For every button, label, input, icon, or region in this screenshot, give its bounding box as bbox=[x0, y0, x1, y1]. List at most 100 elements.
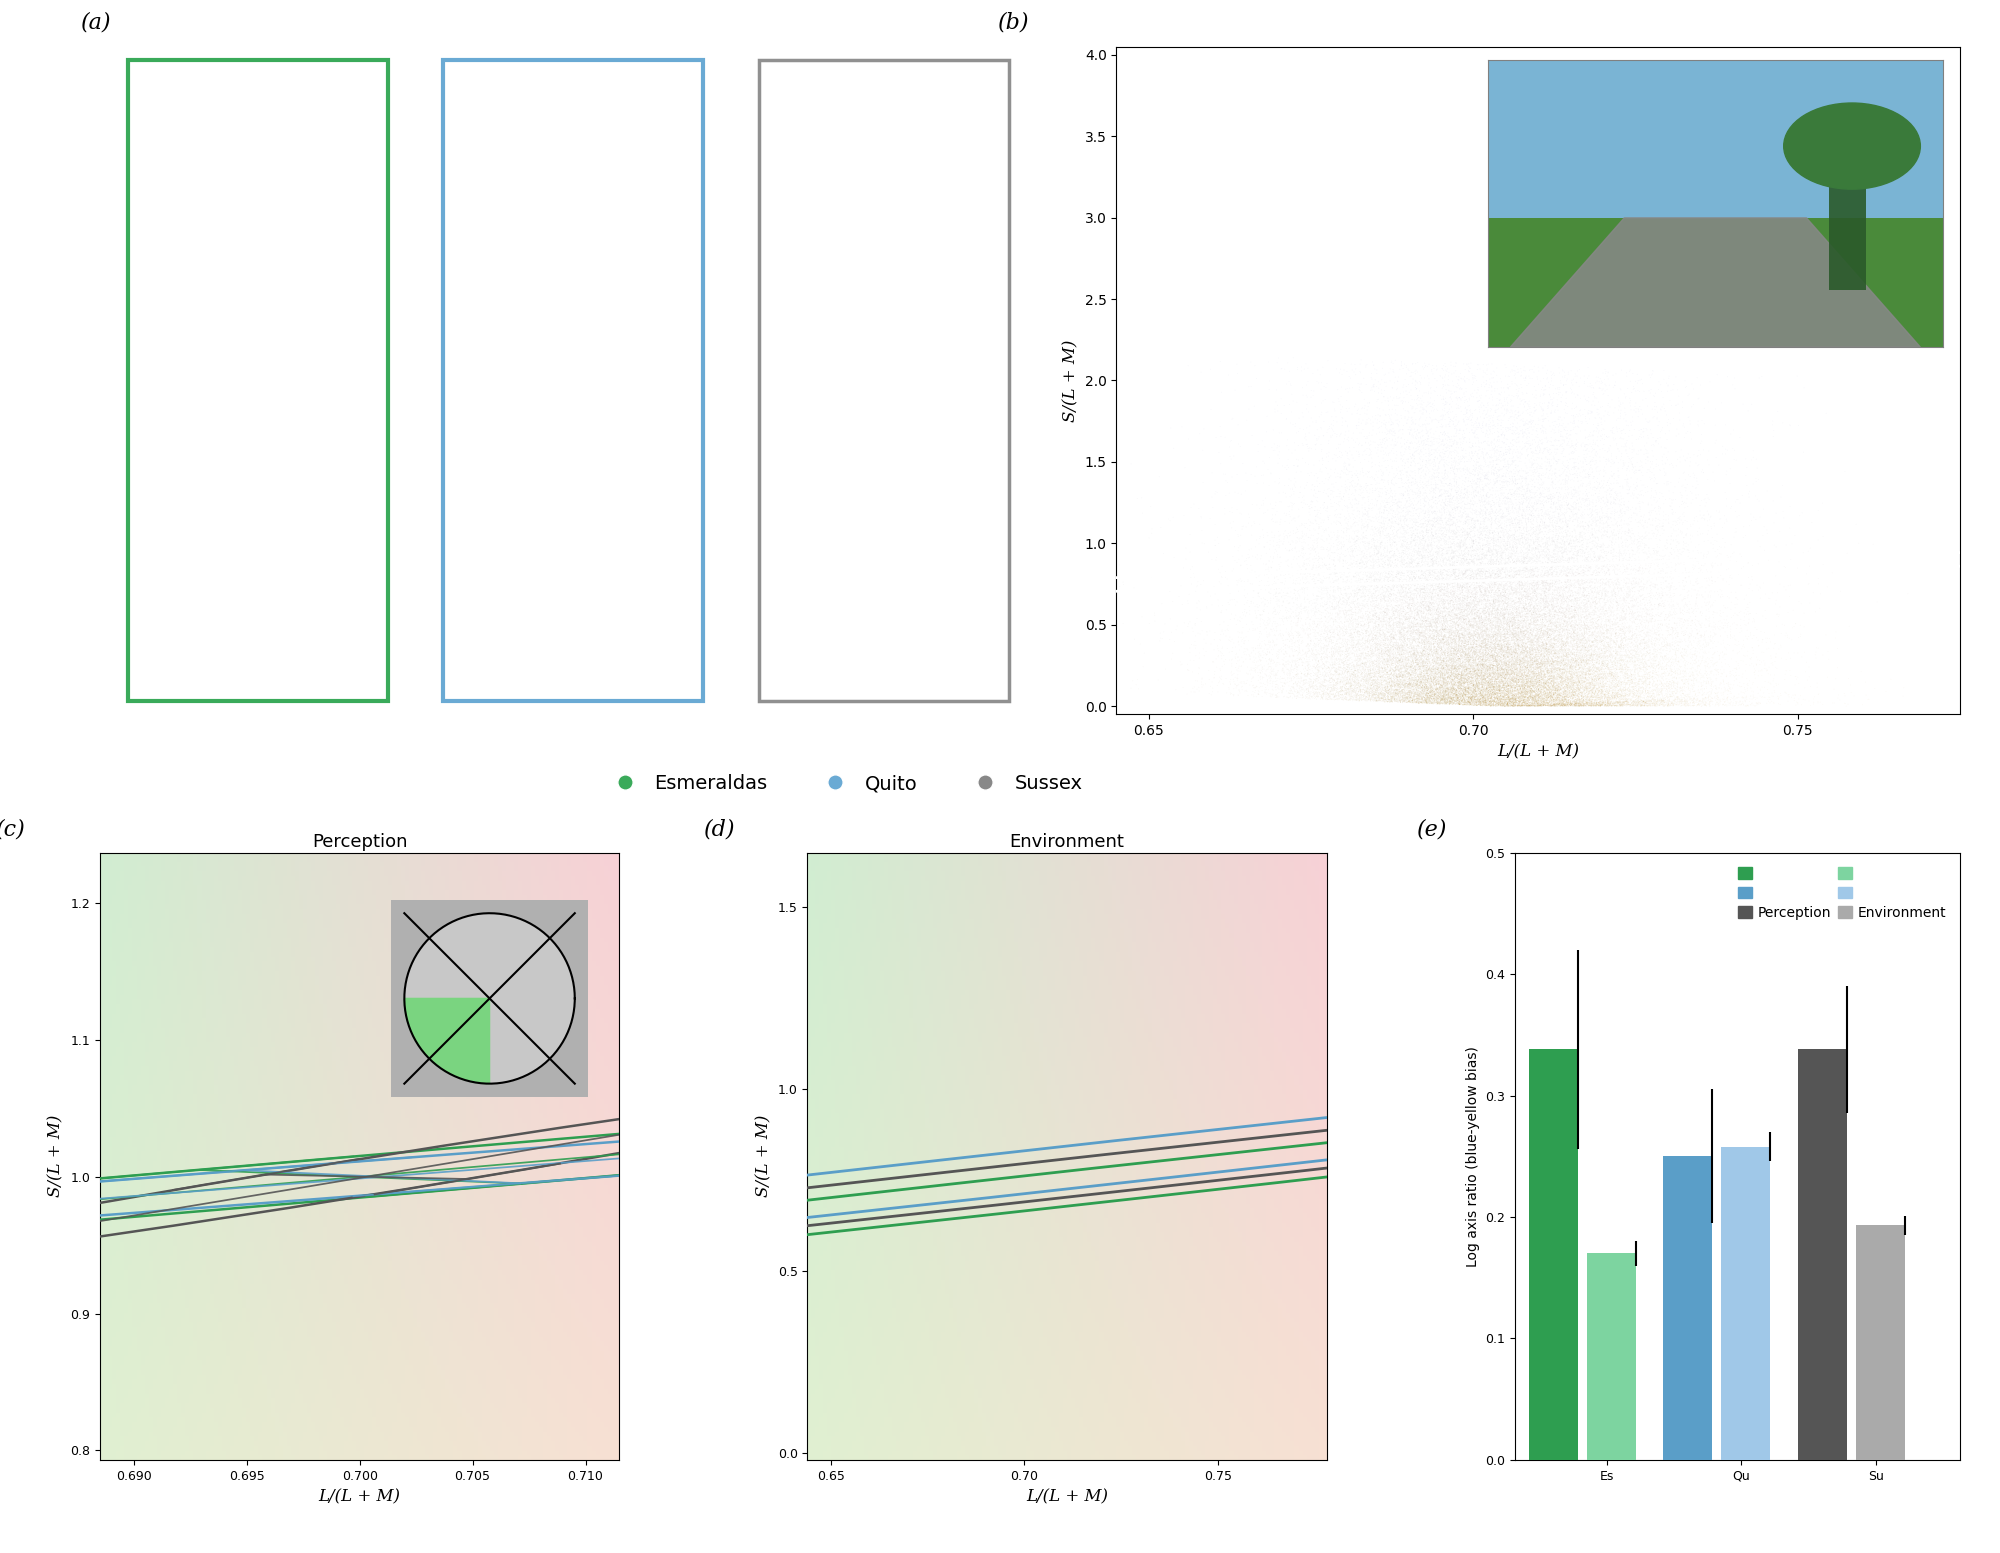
Point bbox=[1544, 677, 1576, 702]
Point bbox=[1536, 530, 1568, 554]
Point bbox=[1400, 690, 1432, 714]
Point bbox=[1556, 682, 1588, 707]
Point bbox=[1382, 665, 1414, 690]
Point bbox=[1358, 581, 1390, 606]
Point bbox=[1494, 679, 1526, 704]
Point bbox=[1494, 654, 1526, 679]
Point bbox=[1448, 643, 1480, 668]
Point bbox=[1548, 660, 1580, 685]
Point bbox=[1560, 691, 1592, 716]
Point bbox=[1572, 679, 1604, 704]
Point bbox=[1570, 651, 1602, 676]
Point bbox=[1298, 663, 1330, 688]
Point bbox=[1496, 660, 1528, 685]
Point bbox=[1518, 665, 1550, 690]
Point bbox=[1456, 433, 1488, 458]
Point bbox=[1490, 660, 1522, 685]
Point bbox=[1580, 595, 1612, 620]
Point bbox=[1460, 663, 1492, 688]
Point bbox=[1658, 610, 1690, 635]
Point bbox=[1524, 533, 1556, 558]
Point bbox=[1448, 610, 1480, 635]
Point bbox=[1342, 579, 1374, 604]
Point bbox=[1600, 640, 1632, 665]
Point bbox=[1344, 655, 1376, 680]
Point bbox=[1598, 551, 1630, 576]
Point bbox=[1580, 694, 1612, 719]
Point bbox=[1548, 691, 1580, 716]
Point bbox=[1446, 570, 1478, 595]
Point bbox=[1574, 604, 1606, 629]
Point bbox=[1464, 662, 1496, 686]
Point bbox=[1502, 677, 1534, 702]
Point bbox=[1404, 488, 1436, 512]
Point bbox=[1218, 480, 1250, 505]
Point bbox=[1460, 426, 1492, 450]
Point bbox=[1556, 612, 1588, 637]
Point bbox=[1426, 662, 1458, 686]
Point bbox=[1400, 453, 1432, 478]
Point bbox=[1646, 677, 1678, 702]
Point bbox=[1336, 685, 1368, 710]
Point bbox=[1528, 632, 1560, 657]
Point bbox=[1374, 637, 1406, 662]
Point bbox=[1236, 640, 1268, 665]
Point bbox=[1636, 603, 1668, 627]
Point bbox=[1442, 682, 1474, 707]
Point bbox=[1696, 662, 1728, 686]
Point bbox=[1570, 624, 1602, 649]
Point bbox=[1430, 672, 1462, 697]
Point bbox=[1456, 685, 1488, 710]
Title: Environment: Environment bbox=[1010, 832, 1124, 851]
Point bbox=[1370, 402, 1402, 427]
Point bbox=[1430, 533, 1462, 558]
Point bbox=[1522, 652, 1554, 677]
Point bbox=[1310, 674, 1342, 699]
Point bbox=[1350, 668, 1382, 693]
Point bbox=[1420, 665, 1452, 690]
Point bbox=[1408, 526, 1440, 551]
Point bbox=[1498, 539, 1530, 564]
Point bbox=[1614, 635, 1646, 660]
Point bbox=[1412, 666, 1444, 691]
Point bbox=[1416, 686, 1448, 711]
Point bbox=[1530, 601, 1562, 626]
Point bbox=[1464, 512, 1496, 537]
Point bbox=[1274, 643, 1306, 668]
Point bbox=[1334, 669, 1366, 694]
Point bbox=[1500, 693, 1532, 717]
Point bbox=[1464, 554, 1496, 579]
Point bbox=[1498, 568, 1530, 593]
Point bbox=[1446, 669, 1478, 694]
Point bbox=[1348, 682, 1380, 707]
Point bbox=[1614, 584, 1646, 609]
Point bbox=[1572, 615, 1604, 640]
Point bbox=[1628, 690, 1660, 714]
Point bbox=[1450, 629, 1482, 654]
Point bbox=[1596, 685, 1628, 710]
Point bbox=[1436, 660, 1468, 685]
Point bbox=[1454, 528, 1486, 553]
Point bbox=[1656, 663, 1688, 688]
Point bbox=[1494, 613, 1526, 638]
Point bbox=[1492, 635, 1524, 660]
Point bbox=[1646, 688, 1678, 713]
Point bbox=[1654, 646, 1686, 671]
Point bbox=[1506, 621, 1538, 646]
Point bbox=[1418, 593, 1450, 618]
Point bbox=[1578, 672, 1610, 697]
Point bbox=[1408, 632, 1440, 657]
Point bbox=[1528, 587, 1560, 612]
Point bbox=[1660, 500, 1692, 525]
Point bbox=[1408, 429, 1440, 453]
Point bbox=[1472, 672, 1504, 697]
Point bbox=[1226, 644, 1258, 669]
Point bbox=[1400, 554, 1432, 579]
Point bbox=[1480, 447, 1512, 472]
Point bbox=[1432, 559, 1464, 584]
Point bbox=[1378, 624, 1410, 649]
Point bbox=[1434, 584, 1466, 609]
Point bbox=[1700, 568, 1732, 593]
Point bbox=[1220, 377, 1252, 402]
Point bbox=[1308, 651, 1340, 676]
